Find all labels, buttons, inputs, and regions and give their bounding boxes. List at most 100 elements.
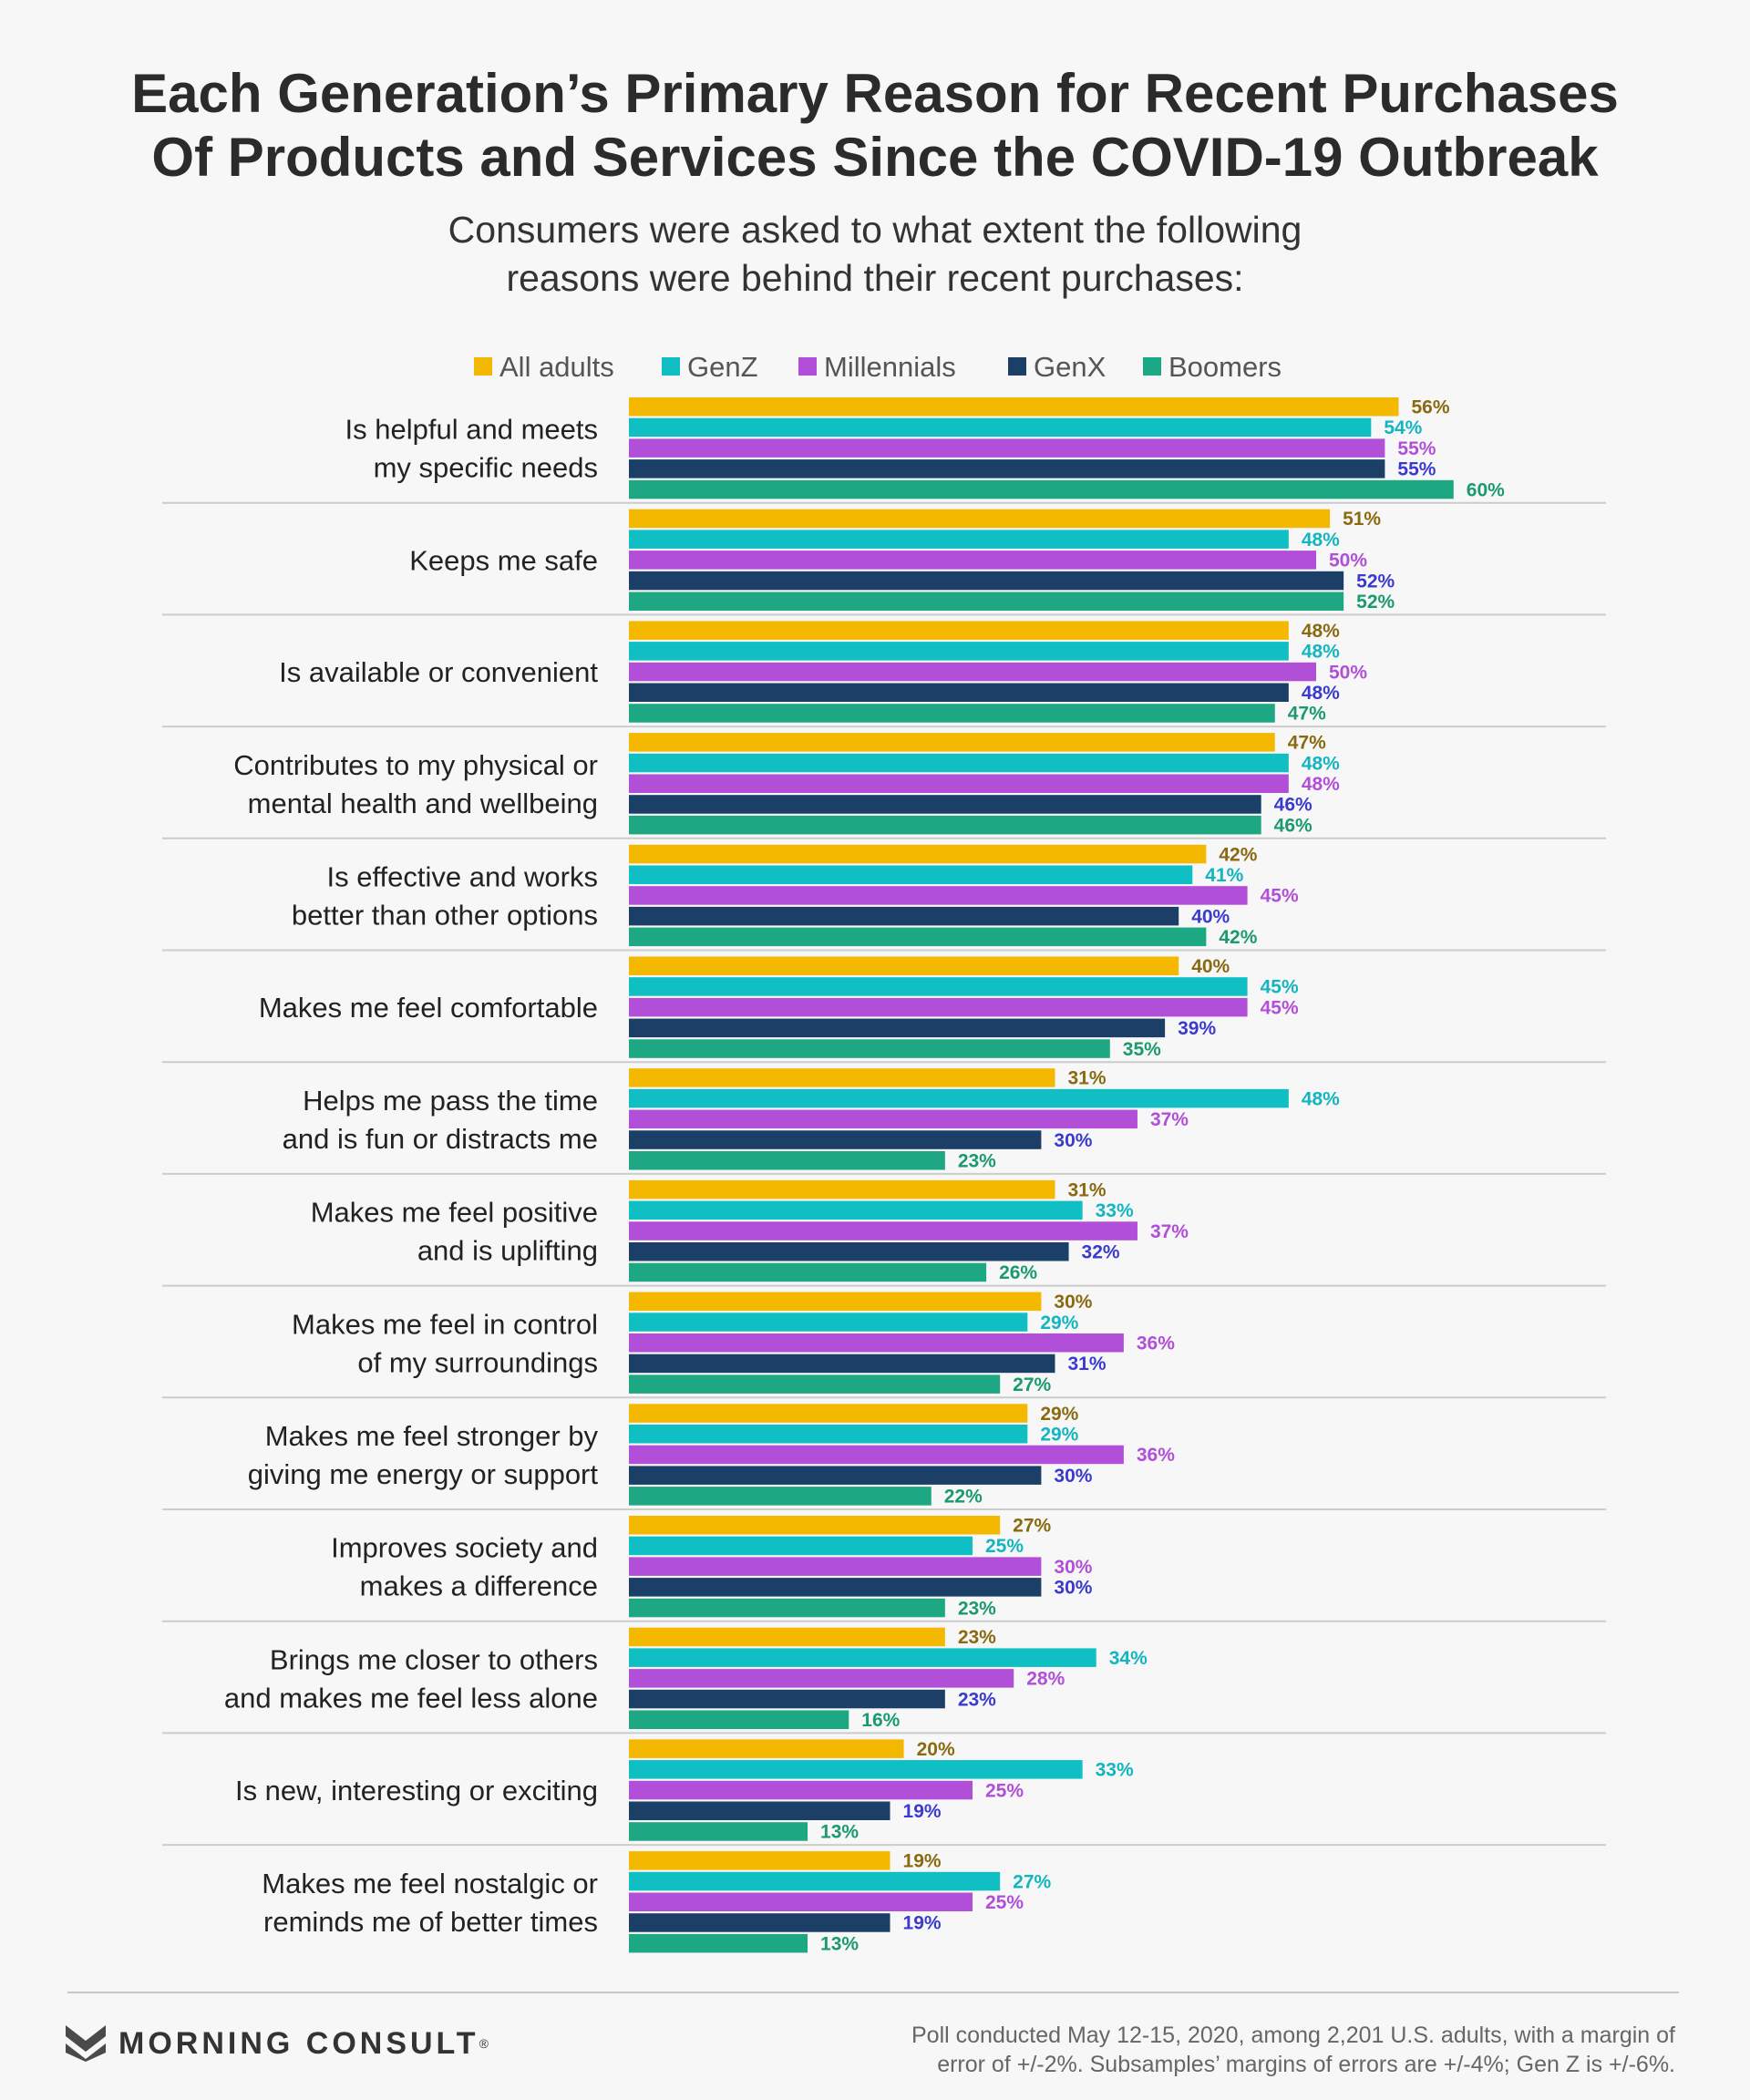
bar-genz (629, 1536, 973, 1556)
bar-genx (629, 1466, 1042, 1485)
data-label: 46% (1274, 795, 1312, 816)
data-label: 54% (1384, 417, 1422, 438)
bar-all-adults (629, 1627, 945, 1647)
data-label: 48% (1302, 774, 1340, 795)
data-label: 19% (903, 1851, 942, 1872)
chart-subtitle: Consumers were asked to what extent the … (0, 206, 1750, 303)
bar-genx (629, 1242, 1069, 1261)
category-label: and makes me feel less alone (224, 1682, 598, 1714)
bar-genx (629, 571, 1344, 591)
data-label: 36% (1137, 1333, 1175, 1354)
morning-consult-logo-icon (66, 2025, 106, 2062)
bar-millennials (629, 662, 1316, 682)
category-label: and is fun or distracts me (283, 1123, 598, 1155)
data-label: 16% (861, 1710, 900, 1731)
grouped-bar-chart: All adults GenZ Millennials GenX Boomers Is h… (162, 351, 1606, 1954)
category-label: mental health and wellbeing (248, 788, 598, 819)
bar-genx (629, 459, 1385, 479)
bar-genz (629, 1088, 1289, 1108)
bar-millennials (629, 1109, 1138, 1129)
data-label: 48% (1302, 530, 1340, 551)
bar-millennials (629, 1892, 973, 1911)
footnote: Poll conducted May 12-15, 2020, among 2,… (782, 2021, 1675, 2079)
bar-genx (629, 1130, 1042, 1149)
bar-boomers (629, 1710, 849, 1729)
data-label: 30% (1054, 1466, 1092, 1487)
category-label: Is available or convenient (279, 656, 598, 688)
data-label: 34% (1109, 1648, 1148, 1669)
bar-boomers (629, 815, 1261, 835)
category-label: Brings me closer to others (270, 1643, 598, 1675)
bar-boomers (629, 1933, 808, 1953)
data-label: 22% (944, 1487, 983, 1508)
bar-boomers (629, 1262, 987, 1282)
data-label: 45% (1261, 886, 1299, 907)
data-label: 45% (1261, 997, 1299, 1018)
data-label: 40% (1191, 906, 1230, 927)
data-label: 31% (1067, 1179, 1106, 1200)
subtitle-line-2: reasons were behind their recent purchas… (506, 257, 1244, 299)
data-label: 37% (1150, 1109, 1189, 1130)
bar-genz (629, 865, 1193, 884)
bar-millennials (629, 438, 1385, 458)
bar-millennials (629, 886, 1248, 905)
category-label: Is new, interesting or exciting (235, 1775, 598, 1807)
bar-boomers (629, 1598, 945, 1618)
bar-all-adults (629, 1068, 1055, 1087)
data-label: 37% (1150, 1221, 1189, 1242)
bar-genz (629, 417, 1372, 438)
data-label: 25% (985, 1536, 1024, 1557)
brand-name: MORNING CONSULT (118, 2025, 479, 2061)
data-label: 30% (1054, 1557, 1092, 1578)
bar-genx (629, 1354, 1055, 1374)
bar-boomers (629, 1374, 1001, 1394)
bar-boomers (629, 1039, 1110, 1058)
bar-genz (629, 1871, 1001, 1891)
bar-all-adults (629, 1851, 890, 1870)
data-label: 13% (820, 1822, 859, 1843)
data-label: 31% (1067, 1068, 1106, 1089)
legend-label-boomers: Boomers (1168, 351, 1282, 383)
bar-boomers (629, 479, 1454, 499)
data-label: 29% (1040, 1425, 1078, 1446)
data-label: 32% (1082, 1242, 1120, 1263)
category-label: Makes me feel positive (311, 1197, 598, 1229)
bar-genx (629, 683, 1289, 702)
bar-millennials (629, 774, 1289, 793)
legend-swatch-all-adults (474, 357, 492, 376)
bar-genx (629, 795, 1261, 814)
bar-millennials (629, 551, 1316, 570)
category-label: Is effective and works (326, 860, 598, 892)
data-label: 33% (1096, 1200, 1134, 1221)
data-label: 36% (1137, 1445, 1175, 1466)
footnote-line-1: Poll conducted May 12-15, 2020, among 2,… (911, 2023, 1675, 2048)
data-label: 23% (958, 1627, 996, 1648)
legend-label-all-adults: All adults (499, 351, 614, 383)
bar-all-adults (629, 733, 1275, 752)
bar-all-adults (629, 1516, 1001, 1535)
data-label: 47% (1288, 704, 1326, 725)
data-label: 50% (1329, 551, 1367, 571)
legend-swatch-genz (662, 357, 680, 376)
category-label: Contributes to my physical or (233, 749, 598, 781)
title-line-2: Of Products and Services Since the COVID… (151, 127, 1599, 188)
category-label: Helps me pass the time (303, 1085, 598, 1117)
bar-genx (629, 906, 1179, 926)
category-label: better than other options (292, 899, 598, 931)
bar-genz (629, 977, 1248, 996)
category-label: of my surroundings (357, 1346, 598, 1378)
data-label: 42% (1219, 844, 1257, 865)
bar-genx (629, 1018, 1166, 1038)
bar-millennials (629, 997, 1248, 1017)
bar-boomers (629, 592, 1344, 611)
title-line-1: Each Generation’s Primary Reason for Rec… (131, 63, 1619, 124)
legend-swatch-boomers (1143, 357, 1161, 376)
legend-label-genz: GenZ (687, 351, 758, 383)
bar-genz (629, 1648, 1096, 1667)
bar-boomers (629, 704, 1275, 723)
category-label: Makes me feel comfortable (259, 992, 598, 1024)
data-label: 20% (917, 1739, 955, 1760)
data-label: 30% (1054, 1292, 1092, 1312)
bar-all-adults (629, 956, 1179, 975)
data-label: 23% (958, 1689, 996, 1710)
